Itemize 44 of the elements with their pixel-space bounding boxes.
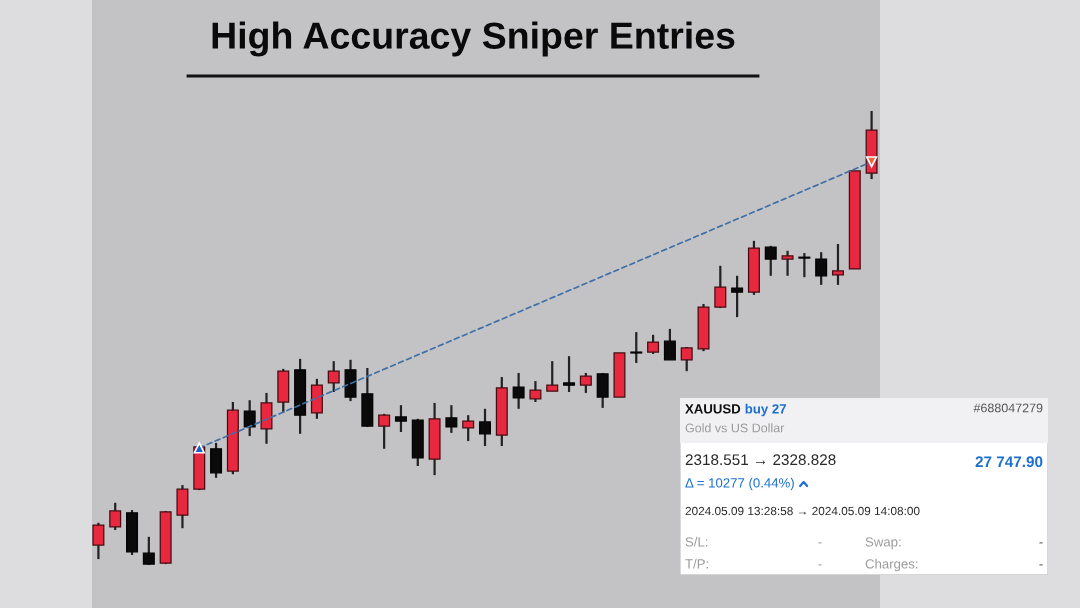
candlestick bbox=[798, 251, 811, 279]
text: 27 747.90 bbox=[975, 456, 1043, 468]
annotation: - bbox=[818, 542, 822, 544]
candlestick bbox=[512, 371, 525, 410]
candlestick bbox=[596, 371, 609, 410]
text: - bbox=[1039, 542, 1043, 544]
annotation: buy 27 bbox=[745, 403, 786, 417]
chart-title: High Accuracy Sniper Entries bbox=[212, 21, 735, 57]
annotation: XAUUSD bbox=[685, 404, 741, 414]
annotation: Gold vs US Dollar bbox=[685, 423, 785, 433]
candlestick bbox=[781, 249, 794, 277]
candlestick bbox=[815, 251, 828, 286]
candlestick bbox=[378, 412, 391, 450]
candlestick bbox=[546, 360, 559, 393]
candlestick bbox=[630, 330, 643, 365]
candlestick bbox=[680, 345, 693, 373]
candlestick bbox=[579, 371, 592, 395]
candlestick bbox=[394, 404, 407, 434]
text: #688047279 bbox=[973, 403, 1043, 413]
annotation: 2318.551 → 2328.828 bbox=[685, 454, 836, 466]
candlestick bbox=[445, 404, 458, 434]
candlestick bbox=[647, 333, 660, 355]
candlestick bbox=[563, 355, 576, 394]
annotation: Swap: bbox=[865, 537, 901, 550]
candlestick bbox=[109, 501, 122, 532]
annotation: T/P: bbox=[685, 558, 708, 569]
candlestick bbox=[478, 407, 492, 448]
candlestick bbox=[92, 521, 105, 561]
candlestick bbox=[831, 242, 844, 286]
annotation: - bbox=[818, 564, 822, 566]
candlestick bbox=[731, 274, 744, 319]
annotation: 2024.05.09 13:28:58 → 2024.05.09 14:08:00 bbox=[685, 506, 920, 516]
text: - bbox=[1039, 564, 1043, 566]
candlestick bbox=[142, 535, 155, 567]
candlestick bbox=[243, 399, 256, 438]
candlestick bbox=[529, 380, 542, 404]
candlestick bbox=[327, 360, 340, 394]
candlestick bbox=[764, 244, 777, 277]
annotation: Charges: bbox=[865, 558, 918, 572]
candlestick bbox=[462, 414, 475, 443]
candlestick bbox=[714, 264, 727, 310]
candlestick bbox=[663, 327, 676, 361]
annotation: S/L: bbox=[685, 536, 708, 547]
annotation: Δ = 10277 (0.44%) bbox=[685, 477, 794, 491]
